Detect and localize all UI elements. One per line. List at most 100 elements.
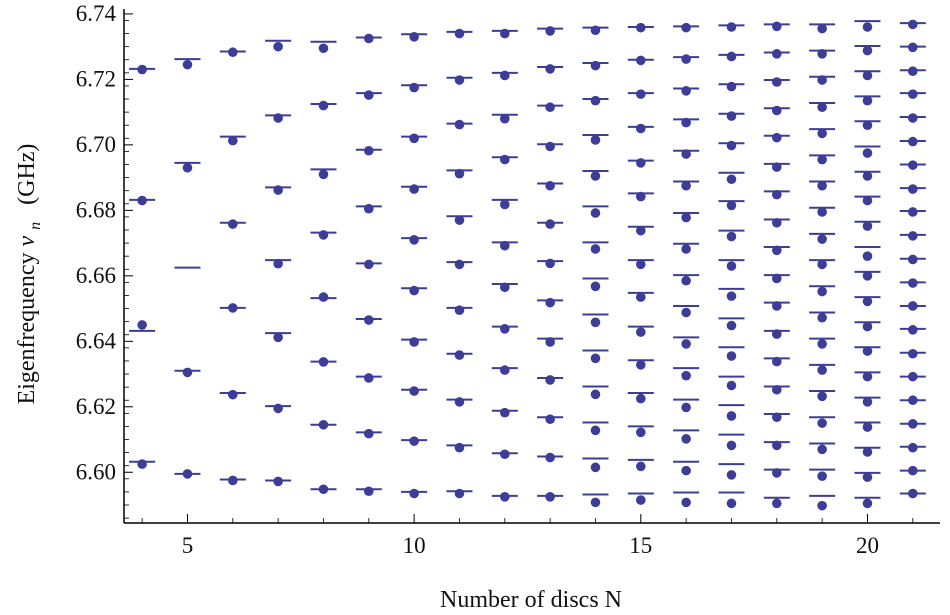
data-point (636, 158, 646, 168)
data-point (364, 259, 374, 270)
data-point (409, 285, 419, 296)
data-point (817, 180, 827, 191)
data-point (318, 230, 329, 240)
data-point (817, 102, 827, 113)
data-point (908, 488, 918, 499)
data-point (862, 171, 873, 181)
x-axis-title: Number of discs N (440, 587, 622, 613)
data-point (636, 495, 646, 505)
data-point (364, 145, 374, 156)
x-tick-label: 20 (856, 533, 879, 558)
data-point (817, 418, 827, 428)
data-point (318, 357, 329, 367)
data-point (500, 154, 510, 165)
data-point (817, 128, 827, 139)
data-point (908, 325, 918, 335)
data-point (908, 66, 918, 77)
data-point (772, 21, 782, 32)
data-point (908, 89, 918, 99)
data-point (862, 371, 873, 382)
y-axis-title-subscript: n (27, 222, 44, 230)
data-point (726, 22, 737, 32)
y-tick-label: 6.72 (76, 66, 116, 91)
data-point (726, 81, 737, 92)
data-point (862, 346, 873, 356)
data-point (817, 500, 827, 511)
data-point (862, 472, 873, 482)
data-point (273, 41, 283, 52)
data-point (862, 422, 873, 432)
data-point (817, 154, 827, 165)
data-point (681, 497, 691, 508)
data-point (590, 60, 601, 71)
data-point (409, 82, 419, 93)
data-point (681, 275, 691, 286)
data-point (590, 171, 601, 181)
data-point (817, 339, 827, 349)
data-point (137, 64, 147, 75)
data-point (726, 200, 737, 211)
data-point (364, 90, 374, 100)
data-point (137, 320, 147, 330)
data-point (590, 497, 601, 508)
data-point (772, 356, 782, 367)
data-point (908, 465, 918, 476)
data-point (817, 471, 827, 481)
data-point (862, 498, 873, 509)
data-point (862, 321, 873, 332)
data-point (545, 414, 555, 425)
data-point (545, 337, 555, 347)
x-tick-label: 15 (629, 533, 652, 558)
data-point (726, 320, 737, 331)
data-point (454, 350, 465, 360)
data-point (681, 212, 691, 223)
marks-layer (129, 19, 926, 511)
data-point (862, 397, 873, 407)
data-point (636, 327, 646, 337)
data-point (862, 447, 873, 457)
data-point (273, 258, 283, 269)
data-point (636, 22, 646, 33)
data-point (409, 386, 419, 396)
data-point (817, 75, 827, 85)
data-point (772, 217, 782, 228)
y-tick-label: 6.74 (76, 1, 117, 26)
data-point (681, 465, 691, 476)
data-point (590, 208, 601, 218)
data-point (772, 189, 782, 200)
data-point (636, 89, 646, 99)
data-point (908, 19, 918, 30)
y-tick-label: 6.60 (76, 459, 116, 484)
data-point (228, 389, 238, 400)
data-point (454, 28, 465, 39)
data-point (726, 231, 737, 242)
data-point (726, 470, 737, 480)
data-point (318, 43, 329, 54)
data-point (545, 258, 555, 269)
data-point (908, 113, 918, 123)
data-point (681, 86, 691, 96)
y-tick-label: 6.64 (76, 328, 117, 353)
data-point (772, 162, 782, 172)
data-point (908, 371, 918, 382)
data-point (228, 219, 238, 229)
data-point (817, 49, 827, 59)
data-point (545, 219, 555, 229)
data-point (908, 136, 918, 147)
data-point (908, 184, 918, 194)
data-point (908, 419, 918, 429)
data-point (908, 278, 918, 288)
y-tick-label: 6.62 (76, 394, 116, 419)
data-point (636, 55, 646, 66)
data-point (500, 492, 510, 502)
x-tick-label: 10 (403, 533, 426, 558)
data-point (182, 162, 193, 173)
data-point (545, 297, 555, 308)
data-point (862, 70, 873, 81)
data-point (726, 498, 737, 509)
data-point (273, 185, 283, 195)
y-axis-title-unit: (GHz) (14, 144, 40, 205)
data-point (409, 133, 419, 144)
data-point (409, 32, 419, 42)
